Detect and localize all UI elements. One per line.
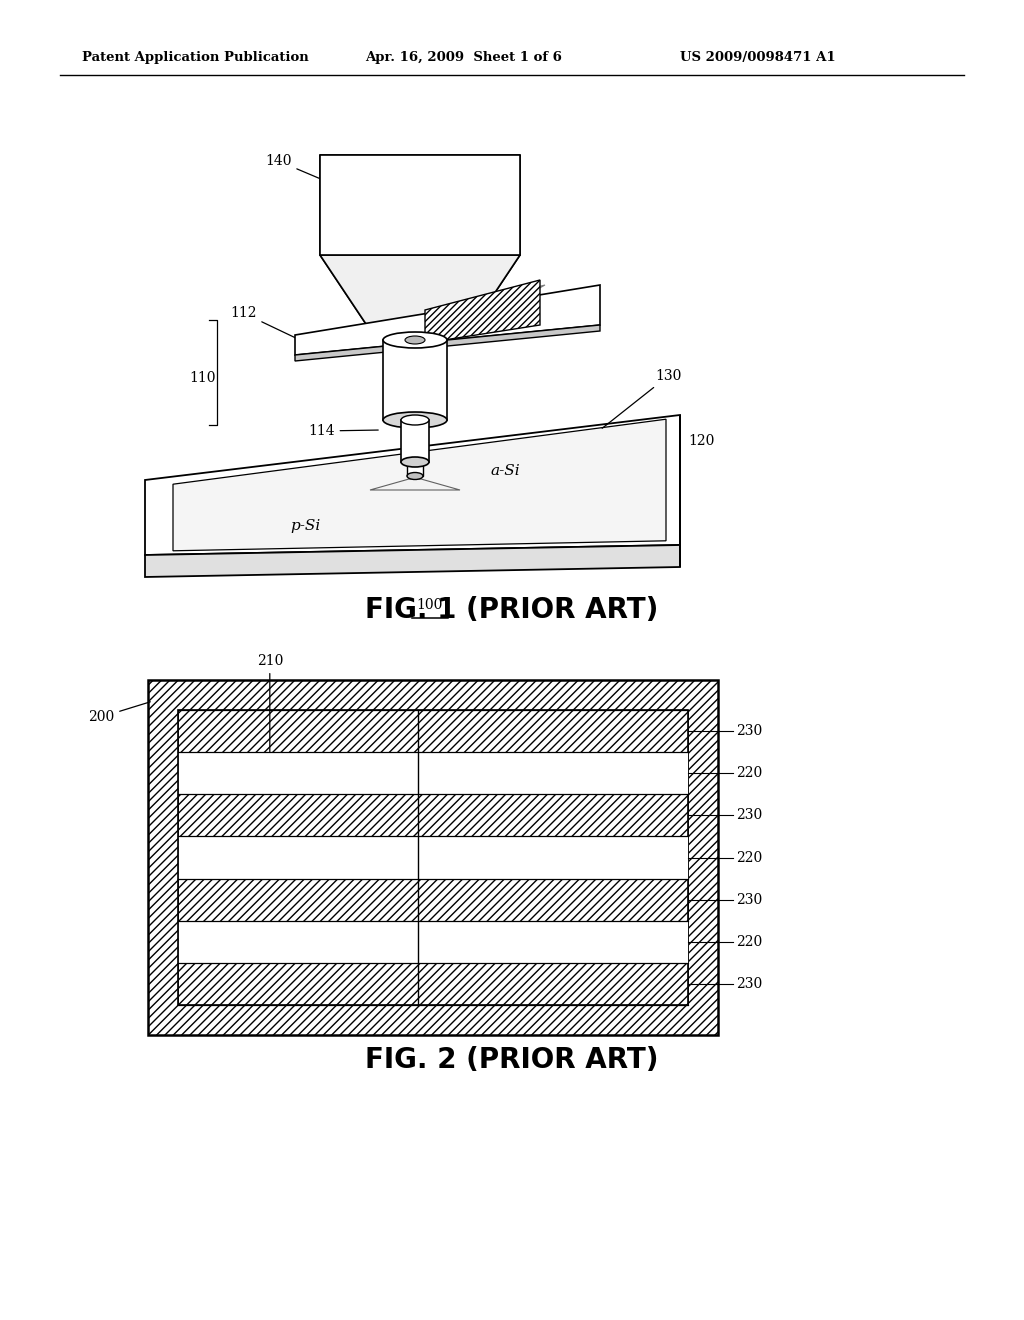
- Polygon shape: [319, 154, 520, 280]
- Text: 114: 114: [308, 424, 378, 438]
- Text: 230: 230: [736, 892, 762, 907]
- Polygon shape: [418, 921, 688, 962]
- Polygon shape: [370, 479, 460, 490]
- Polygon shape: [470, 154, 520, 330]
- Text: 130: 130: [602, 370, 681, 428]
- Ellipse shape: [401, 457, 429, 467]
- Text: FIG. 1 (PRIOR ART): FIG. 1 (PRIOR ART): [366, 597, 658, 624]
- Text: 120: 120: [688, 434, 715, 447]
- Polygon shape: [178, 752, 418, 795]
- Polygon shape: [418, 837, 688, 879]
- Polygon shape: [370, 280, 470, 330]
- Ellipse shape: [407, 473, 423, 479]
- FancyBboxPatch shape: [383, 341, 447, 420]
- Polygon shape: [319, 154, 520, 255]
- Text: 112: 112: [230, 306, 298, 339]
- Polygon shape: [319, 154, 370, 330]
- Polygon shape: [145, 545, 680, 577]
- Ellipse shape: [383, 412, 447, 428]
- Polygon shape: [425, 280, 540, 343]
- Text: a-Si: a-Si: [490, 465, 519, 478]
- Polygon shape: [178, 921, 418, 962]
- Polygon shape: [375, 285, 545, 330]
- Polygon shape: [178, 837, 418, 879]
- Polygon shape: [295, 285, 600, 355]
- Text: 220: 220: [736, 935, 762, 949]
- Text: Apr. 16, 2009  Sheet 1 of 6: Apr. 16, 2009 Sheet 1 of 6: [365, 51, 562, 65]
- Ellipse shape: [401, 414, 429, 425]
- Text: 230: 230: [736, 725, 762, 738]
- Text: 220: 220: [736, 850, 762, 865]
- FancyBboxPatch shape: [401, 420, 429, 462]
- Text: 230: 230: [736, 808, 762, 822]
- Ellipse shape: [406, 337, 425, 345]
- Ellipse shape: [383, 333, 447, 348]
- Polygon shape: [319, 255, 520, 330]
- Text: 230: 230: [736, 977, 762, 991]
- Text: 200: 200: [88, 702, 151, 723]
- Text: 220: 220: [736, 766, 762, 780]
- Text: 140: 140: [265, 154, 333, 183]
- Text: FIG. 2 (PRIOR ART): FIG. 2 (PRIOR ART): [366, 1045, 658, 1074]
- Polygon shape: [295, 325, 600, 360]
- Text: Patent Application Publication: Patent Application Publication: [82, 51, 309, 65]
- Text: 100: 100: [417, 598, 443, 612]
- Polygon shape: [178, 710, 688, 1005]
- Text: 210: 210: [257, 653, 283, 771]
- Polygon shape: [145, 414, 680, 554]
- Polygon shape: [418, 752, 688, 795]
- Text: US 2009/0098471 A1: US 2009/0098471 A1: [680, 51, 836, 65]
- Polygon shape: [173, 420, 666, 550]
- Text: 110: 110: [189, 371, 215, 384]
- Text: p-Si: p-Si: [290, 519, 321, 533]
- FancyBboxPatch shape: [407, 462, 423, 477]
